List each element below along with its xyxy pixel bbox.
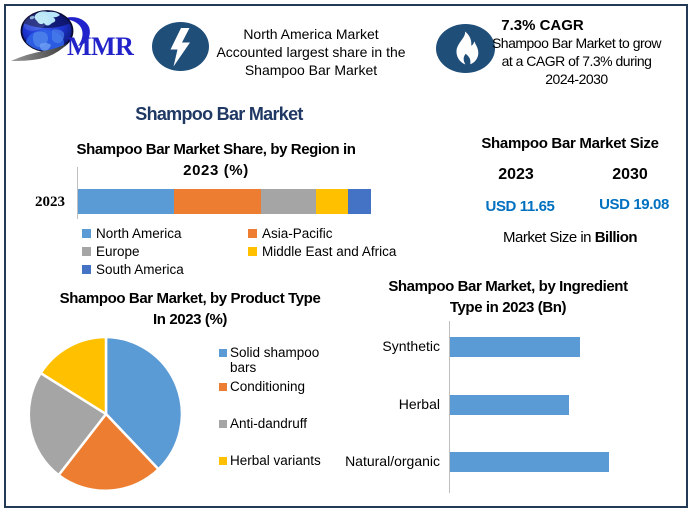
svg-text:MMR: MMR — [67, 32, 134, 61]
